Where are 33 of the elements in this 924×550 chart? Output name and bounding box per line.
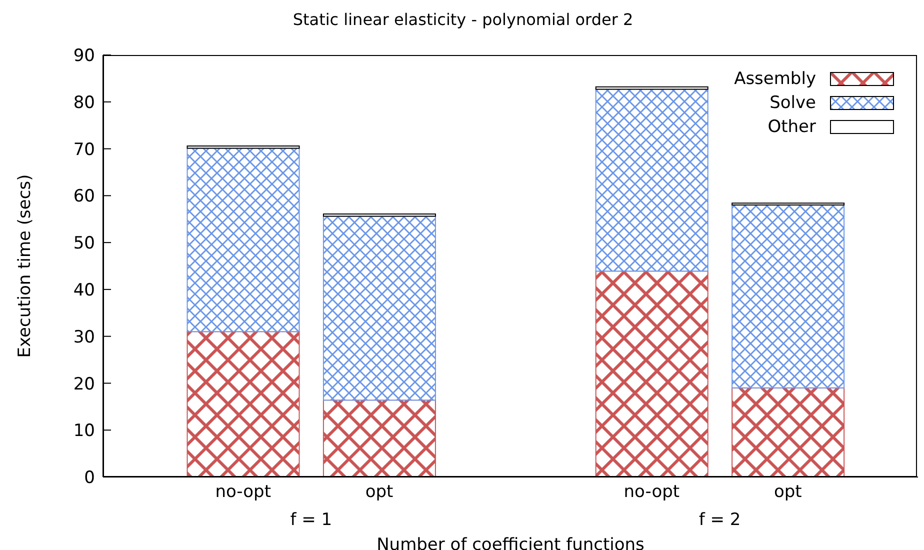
text: f = 1	[289, 510, 334, 530]
bar	[595, 270, 708, 477]
chart-title: Static linear elasticity - polynomial order 2	[292, 10, 634, 29]
y-tick-label: 80	[73, 92, 95, 113]
y-tick-label: 40	[73, 280, 95, 300]
bar	[186, 148, 300, 332]
bar	[186, 145, 300, 149]
bar	[595, 88, 708, 272]
text: f = 2	[698, 510, 742, 530]
bar	[186, 331, 300, 477]
x-tick-label: opt	[365, 482, 394, 502]
bar	[732, 204, 845, 388]
x-tick-label: opt	[774, 482, 802, 502]
x-axis-title: Number of coefficient functions	[376, 535, 645, 550]
y-tick-label: 20	[73, 374, 95, 394]
legend-label: Other	[768, 117, 816, 137]
bar	[322, 216, 436, 401]
y-tick-label: 70	[73, 140, 95, 160]
x-tick-label: no-opt	[624, 482, 680, 502]
bar	[732, 387, 845, 477]
legend-label: Assembly	[734, 69, 816, 89]
bar	[595, 86, 708, 90]
y-tick-label: 90	[73, 46, 95, 66]
y-tick-label: 0	[84, 468, 95, 488]
y-tick-label: 10	[73, 421, 95, 442]
bar	[322, 400, 436, 477]
y-tick-label: 60	[73, 186, 95, 207]
x-tick-label: no-opt	[215, 482, 272, 502]
legend-label: Solve	[770, 93, 816, 113]
y-tick-label: 30	[73, 327, 95, 348]
bar	[322, 213, 436, 217]
y-axis-title: Execution time (secs)	[15, 174, 36, 358]
y-tick-label: 50	[73, 234, 95, 254]
